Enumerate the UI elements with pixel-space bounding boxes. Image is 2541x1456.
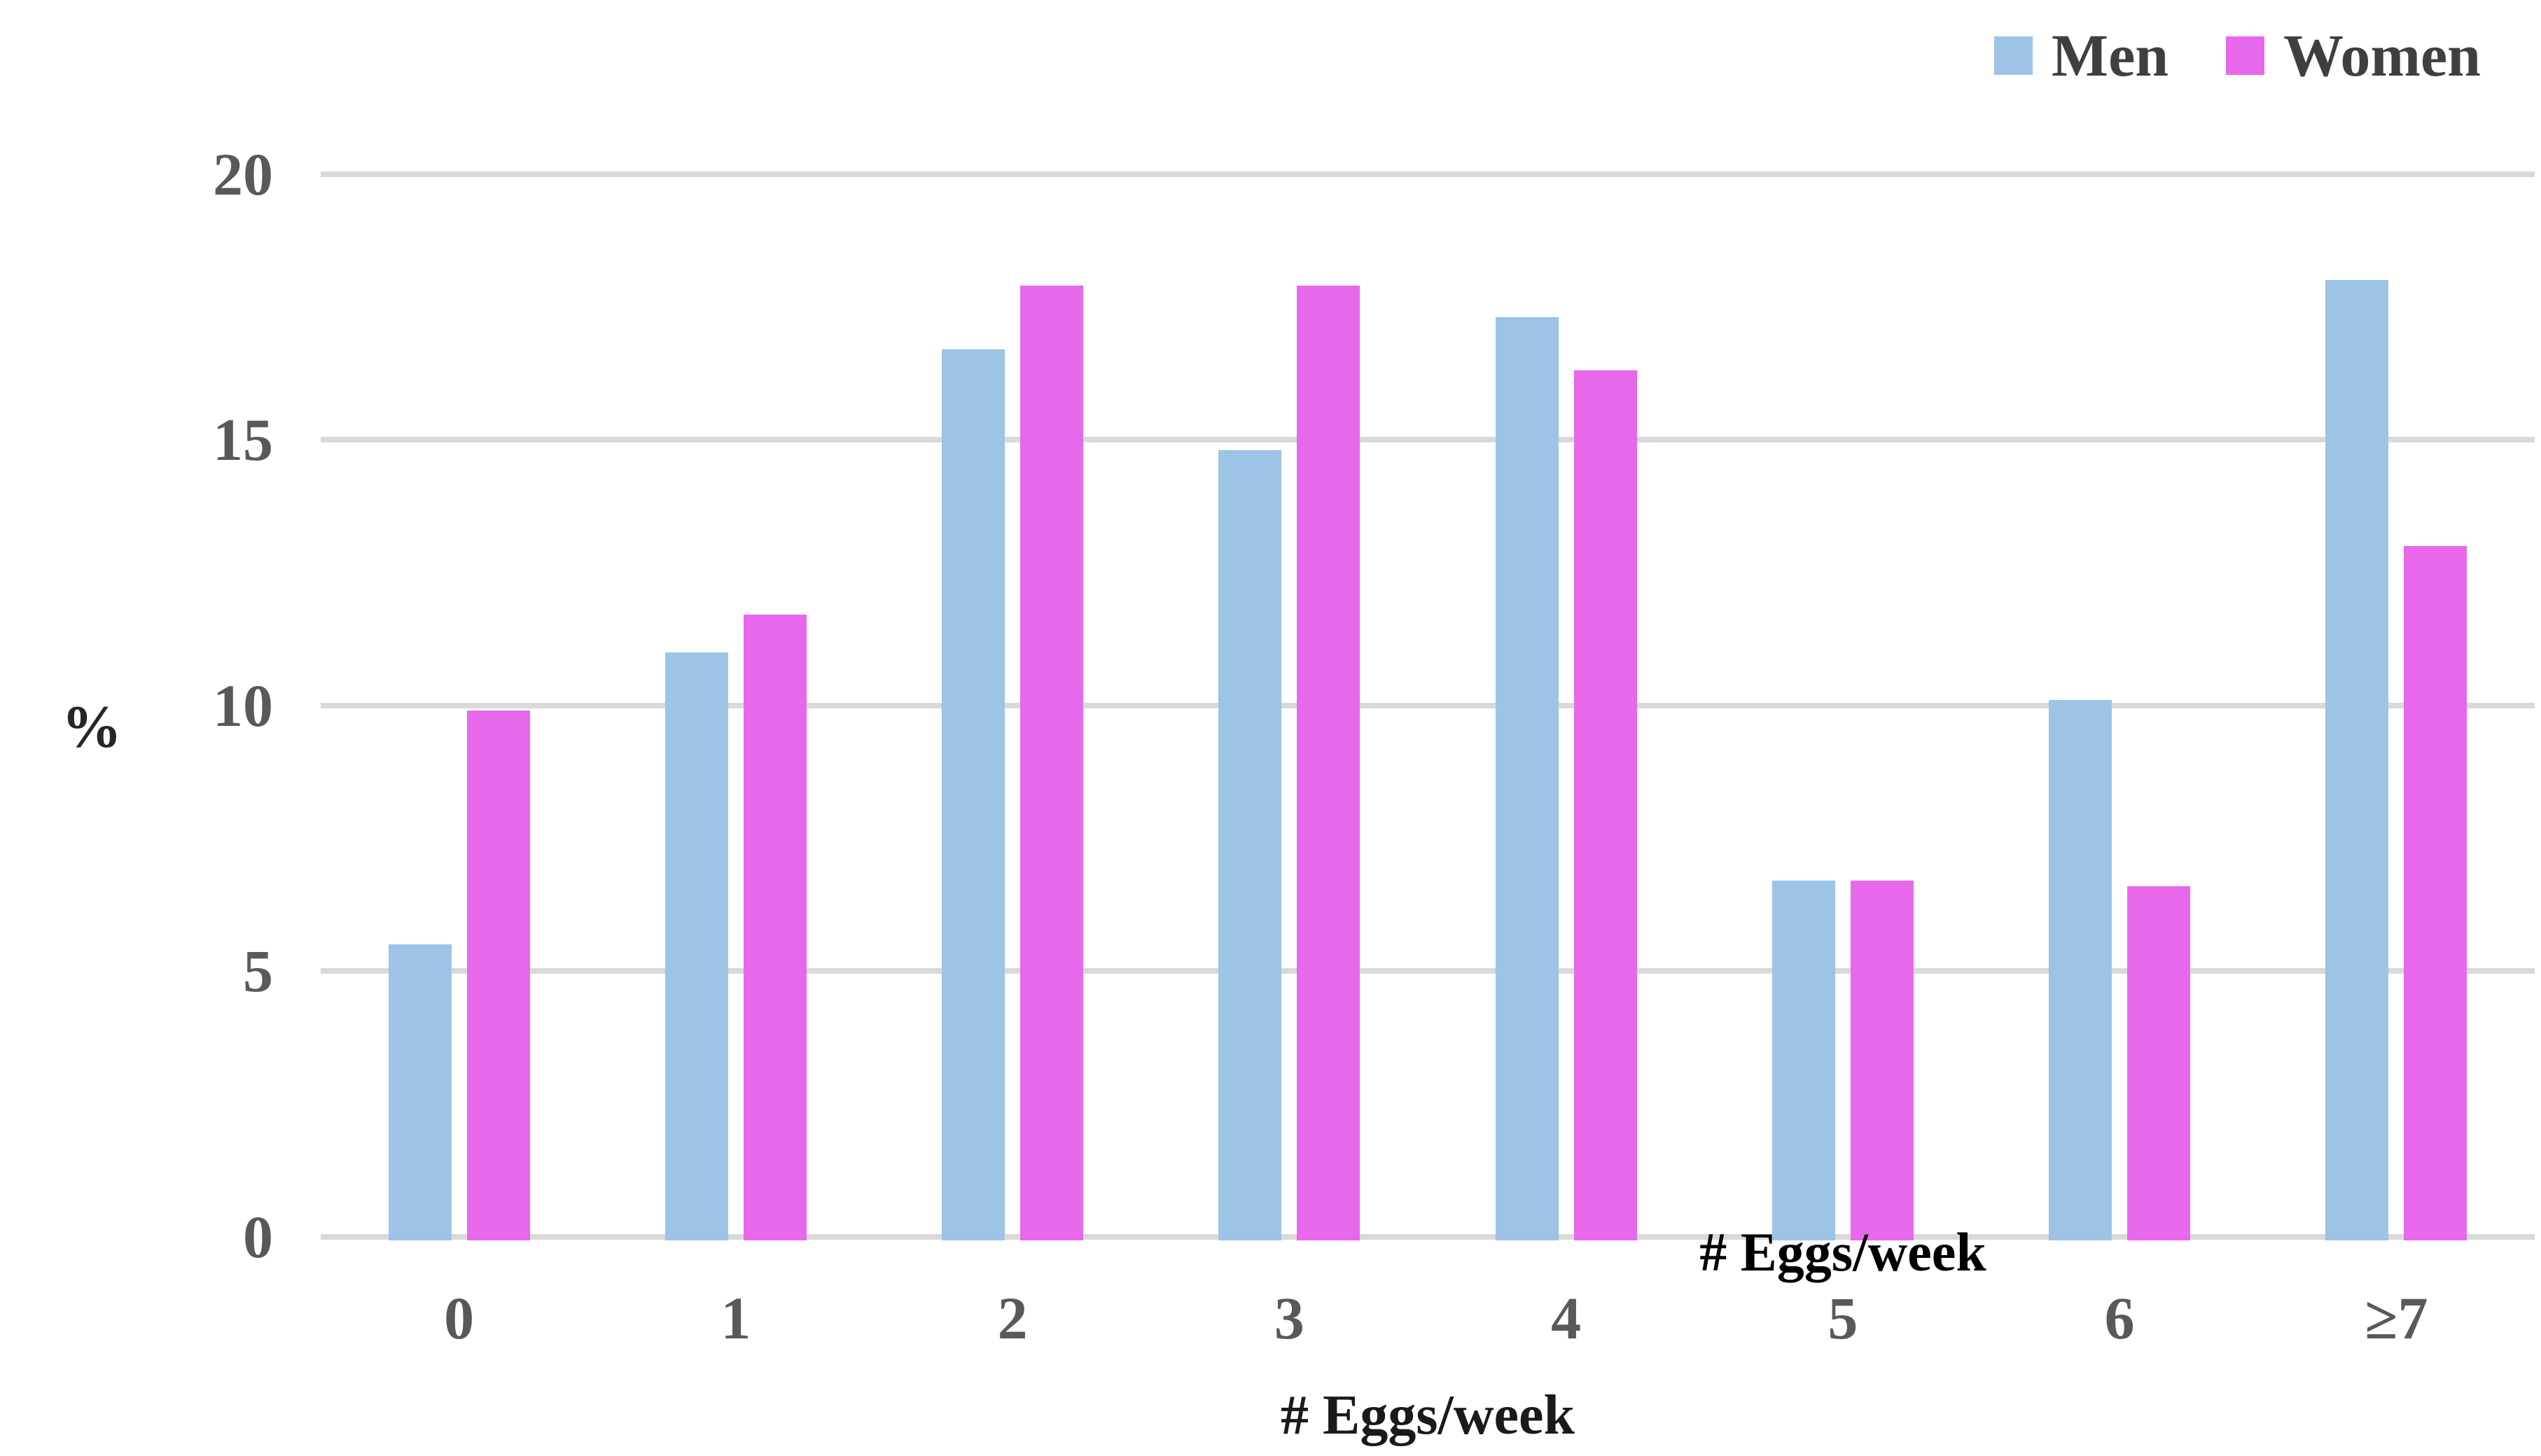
bar-women-cat3: [1297, 285, 1360, 1241]
gridline-y-15: [321, 437, 2535, 442]
x-tick-label-cat2: 2: [997, 1284, 1028, 1352]
bar-women-cat6: [2127, 886, 2191, 1241]
x-tick-label-cat6: 6: [2104, 1284, 2135, 1352]
legend-label-men: Men: [2051, 22, 2169, 89]
bar-men-cat6: [2049, 699, 2112, 1241]
legend-item-women: Women: [2226, 21, 2481, 90]
y-tick-label-20: 20: [213, 140, 273, 208]
gridline-y-0: [321, 1233, 2535, 1240]
bar-men-cat7: [2325, 280, 2389, 1241]
bar-men-cat5: [1771, 880, 1835, 1241]
x-tick-label-cat4: 4: [1551, 1284, 1582, 1352]
bar-women-cat7: [2404, 545, 2467, 1241]
x-tick-label-cat3: 3: [1274, 1284, 1304, 1352]
bar-women-cat4: [1573, 370, 1637, 1241]
bar-women-cat5: [1850, 880, 1914, 1241]
bar-men-cat1: [664, 652, 728, 1241]
x-tick-label-cat0: 0: [444, 1284, 475, 1352]
x-tick-label-cat1: 1: [720, 1284, 751, 1352]
legend: Men Women: [1993, 21, 2481, 90]
bar-men-cat2: [942, 349, 1005, 1241]
x-axis-title: # Eggs/week: [1281, 1385, 1575, 1446]
x-tick-label-cat7: ≥7: [2365, 1284, 2428, 1352]
y-tick-label-0: 0: [243, 1203, 273, 1270]
y-tick-label-15: 15: [213, 406, 273, 473]
x-tick-label-cat5: 5: [1828, 1284, 1858, 1352]
gridline-y-20: [321, 171, 2535, 177]
y-tick-label-10: 10: [213, 671, 273, 739]
gridline-y-10: [321, 702, 2535, 708]
bar-men-cat3: [1218, 450, 1282, 1241]
legend-item-men: Men: [1993, 21, 2169, 90]
gridline-y-5: [321, 968, 2535, 974]
bar-men-cat4: [1495, 317, 1559, 1241]
bar-women-cat2: [1020, 285, 1084, 1241]
duplicate-x-axis-label: # Eggs/week: [1699, 1222, 1986, 1282]
bar-women-cat0: [466, 710, 530, 1241]
women-color-swatch: [2226, 36, 2265, 75]
men-color-swatch: [1993, 36, 2033, 75]
bar-men-cat0: [388, 944, 452, 1241]
bar-women-cat1: [743, 615, 807, 1241]
y-axis-title: %: [62, 693, 122, 760]
legend-label-women: Women: [2283, 22, 2481, 89]
y-tick-label-5: 5: [243, 937, 273, 1004]
